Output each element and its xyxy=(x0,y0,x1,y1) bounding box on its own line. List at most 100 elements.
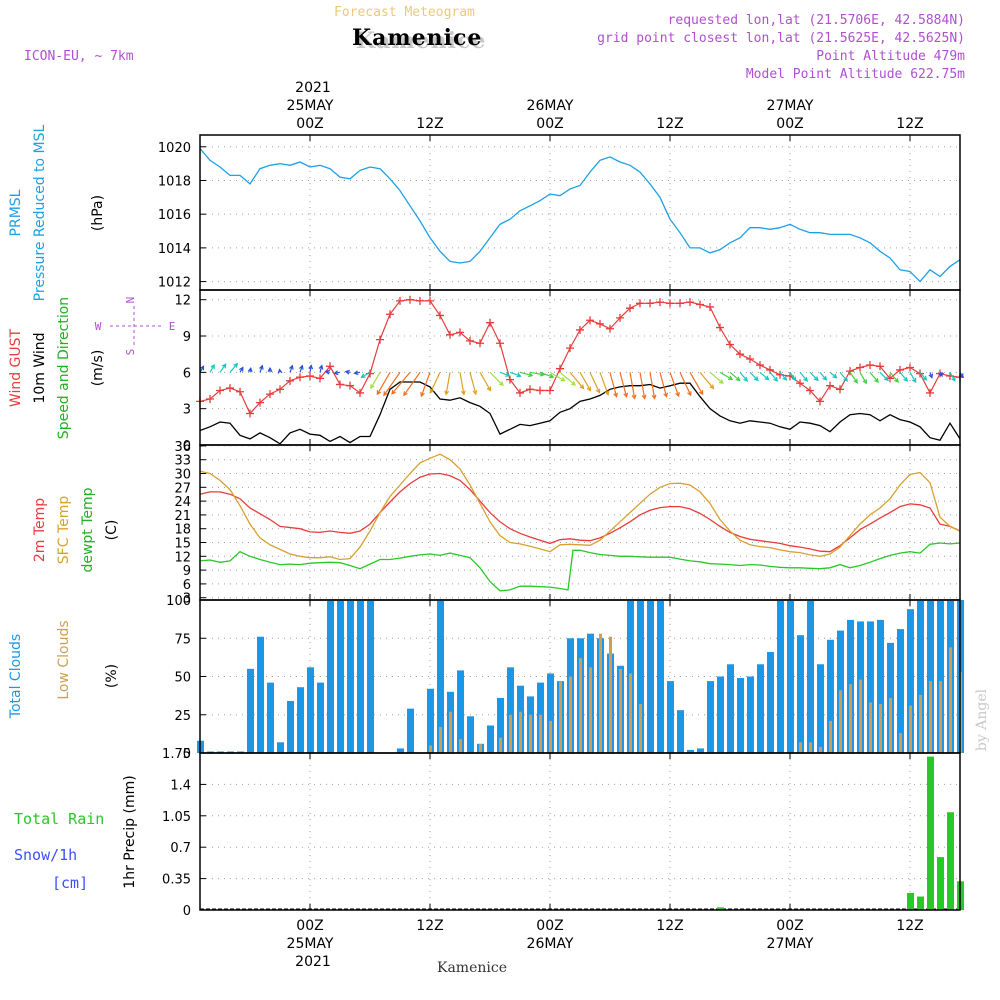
wind-arrow-shaft xyxy=(219,363,227,373)
wind-arrow-head xyxy=(233,362,239,368)
y-tick-label: 0.35 xyxy=(162,873,191,888)
wind-arrow-shaft xyxy=(391,371,411,395)
gust-point xyxy=(326,362,334,371)
gust-point xyxy=(376,335,384,344)
wind-arrow xyxy=(759,371,770,381)
rain-bar xyxy=(937,857,944,910)
wind-arrow-shaft xyxy=(749,371,759,381)
rain-bar xyxy=(947,812,954,910)
wind-arrow xyxy=(444,372,451,396)
series-gust-line xyxy=(199,299,961,415)
gust-point xyxy=(426,296,434,305)
wind-arrow xyxy=(799,371,809,382)
total-cloud-bar xyxy=(217,751,224,753)
panel-precip: 0 0.35 0.7 1.05 1.4 1.75 1hr Precip (mm) Total … xyxy=(14,747,964,919)
top-day-labels: 25MAY 26MAY 27MAY xyxy=(287,98,814,114)
low-cloud-bar xyxy=(819,746,822,753)
total-cloud-bar xyxy=(937,600,944,753)
gust-point xyxy=(346,381,354,390)
wind-arrow xyxy=(298,364,304,373)
top-day-label: 26MAY xyxy=(527,98,574,114)
wind-arrow-shaft xyxy=(559,371,576,386)
wind-arrow xyxy=(619,372,629,398)
wind-arrow-head xyxy=(773,376,779,382)
wind-arrow-head xyxy=(803,376,809,382)
y-tick-label: 100 xyxy=(166,594,191,609)
total-cloud-bar xyxy=(317,682,324,753)
legend-snow: Snow/1h xyxy=(14,846,77,864)
panel-frame xyxy=(199,444,961,601)
total-cloud-bar xyxy=(547,673,554,753)
wind-arrow-shaft xyxy=(489,371,504,386)
gust-point xyxy=(716,323,724,332)
bottom-year-label: 2021 xyxy=(295,954,331,970)
gust-point xyxy=(206,394,214,403)
rain-bar xyxy=(907,892,914,910)
gust-point xyxy=(686,298,694,307)
low-cloud-bar xyxy=(429,745,432,753)
y-tick-label: 27 xyxy=(174,481,191,496)
gust-point xyxy=(416,296,424,305)
total-cloud-bar xyxy=(817,664,824,753)
bottom-hour-label: 12Z xyxy=(416,918,443,934)
wind-arrow xyxy=(659,372,669,398)
gust-point xyxy=(386,310,394,319)
wind-arrow-shaft xyxy=(649,372,656,399)
gust-point xyxy=(806,386,814,395)
label-precip: 1hr Precip (mm) xyxy=(122,775,138,888)
gust-point xyxy=(336,380,344,389)
requested-point: requested lon,lat (21.5706E, 42.5884N) xyxy=(668,13,965,28)
total-cloud-bar xyxy=(437,600,444,753)
wind-arrow-head xyxy=(460,390,466,396)
label-sfc-temp: SFC Temp xyxy=(56,496,72,565)
low-cloud-bar xyxy=(559,681,562,753)
gust-point xyxy=(796,379,804,388)
total-cloud-bar xyxy=(667,681,674,753)
wind-arrow-head xyxy=(570,380,576,386)
location-title-shadow: Kamenice xyxy=(356,28,486,54)
gust-point xyxy=(866,361,874,370)
wind-arrow-head xyxy=(951,376,956,382)
low-cloud-bar xyxy=(539,714,542,753)
label-10m-wind: 10m Wind xyxy=(32,332,48,403)
gust-point xyxy=(706,302,714,311)
total-cloud-bar xyxy=(637,600,644,753)
panel-clouds: 0 25 50 75 100 Total Clouds Low Clouds (%) xyxy=(8,594,964,762)
y-tick-label: 1020 xyxy=(158,141,191,156)
wind-arrow-head xyxy=(333,370,339,376)
total-cloud-bar xyxy=(647,600,654,753)
wind-arrow-shaft xyxy=(839,371,848,382)
gust-point xyxy=(596,319,604,328)
y-tick-label: 25 xyxy=(174,709,191,724)
wind-arrow-head xyxy=(239,366,244,372)
wind-arrow xyxy=(639,372,647,400)
wind-arrow-head xyxy=(267,366,273,372)
total-cloud-bar xyxy=(657,600,664,753)
gust-point xyxy=(246,409,254,418)
wind-arrow-shaft xyxy=(469,372,477,395)
wind-arrow xyxy=(499,371,511,377)
wind-arrow-head xyxy=(370,384,375,390)
total-cloud-bar xyxy=(907,609,914,753)
wind-arrow-head xyxy=(698,390,704,396)
total-cloud-bar xyxy=(707,681,714,753)
panel-frame xyxy=(199,134,961,291)
wind-arrow xyxy=(809,371,819,382)
wind-arrow-head xyxy=(883,376,889,382)
total-cloud-bar xyxy=(247,668,254,753)
gust-point xyxy=(506,375,514,384)
wind-arrow-shaft xyxy=(529,371,544,376)
wind-arrow-head xyxy=(862,379,867,385)
legend-snow-unit: [cm] xyxy=(52,874,88,892)
total-cloud-bar xyxy=(717,676,724,753)
wind-arrow xyxy=(839,371,849,382)
wind-arrow-shaft xyxy=(669,372,680,397)
gust-point xyxy=(936,369,944,378)
gust-point xyxy=(436,311,444,320)
wind-arrow-shaft xyxy=(799,371,808,382)
y-tick-label: 50 xyxy=(174,671,191,686)
total-cloud-bar xyxy=(237,751,244,753)
gust-point xyxy=(816,397,824,406)
